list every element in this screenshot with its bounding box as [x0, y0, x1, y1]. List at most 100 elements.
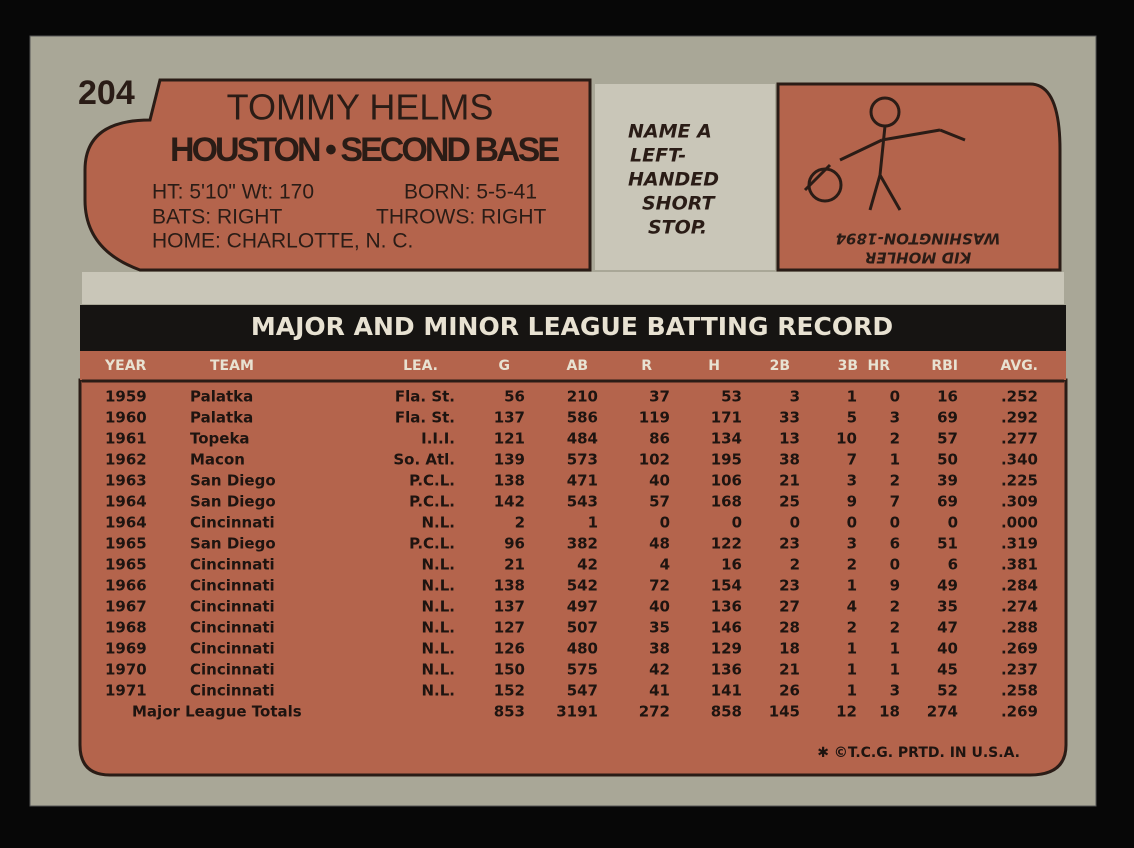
totals-cell: .269	[1001, 703, 1038, 721]
table-cell: 0	[890, 388, 900, 406]
table-cell: 6	[890, 535, 900, 553]
totals-cell: 272	[639, 703, 670, 721]
table-cell: 47	[937, 619, 958, 637]
cartoon-question-line: LEFT-	[630, 145, 686, 167]
table-panel	[78, 378, 1068, 777]
table-cell: Fla. St.	[395, 409, 455, 427]
table-cell: 72	[649, 577, 670, 595]
cartoon-question-line: STOP.	[648, 217, 707, 239]
table-cell: 37	[649, 388, 670, 406]
table-cell: 1965	[105, 556, 147, 574]
table-cell: .225	[1001, 472, 1038, 490]
table-cell: I.I.I.	[421, 430, 455, 448]
header-panel	[83, 78, 592, 272]
bio: HOME: CHARLOTTE, N. C.	[152, 230, 413, 253]
table-cell: 1967	[105, 598, 147, 616]
totals-cell: 18	[879, 703, 900, 721]
table-cell: 137	[494, 598, 525, 616]
table-cell: .000	[1001, 514, 1038, 532]
column-header: RBI	[931, 358, 958, 374]
table-cell: 129	[711, 640, 742, 658]
table-cell: 0	[660, 514, 670, 532]
table-cell: Cincinnati	[190, 661, 275, 679]
table-cell: 1	[890, 661, 900, 679]
table-cell: 497	[567, 598, 598, 616]
table-cell: 42	[649, 661, 670, 679]
table-cell: 13	[779, 430, 800, 448]
table-cell: Fla. St.	[395, 388, 455, 406]
table-cell: 1961	[105, 430, 147, 448]
table-cell: N.L.	[421, 556, 455, 574]
table-cell: 51	[937, 535, 958, 553]
table-cell: 134	[711, 430, 742, 448]
table-cell: 138	[494, 577, 525, 595]
table-cell: 0	[890, 514, 900, 532]
table-cell: Cincinnati	[190, 598, 275, 616]
table-cell: 0	[732, 514, 742, 532]
table-cell: 1970	[105, 661, 147, 679]
footer: ✱ ©T.C.G. PRTD. IN U.S.A.	[817, 745, 1020, 761]
table-cell: .309	[1001, 493, 1038, 511]
table-cell: N.L.	[421, 514, 455, 532]
cartoon-drawing	[803, 96, 966, 211]
table-cell: 23	[779, 577, 800, 595]
table-cell: Macon	[190, 451, 245, 469]
totals-label: Major League Totals	[132, 703, 302, 721]
table-cell: 3	[790, 388, 800, 406]
table-cell: 507	[567, 619, 598, 637]
table-cell: 21	[504, 556, 525, 574]
table-cell: 122	[711, 535, 742, 553]
column-header: AVG.	[1000, 358, 1038, 374]
table-cell: N.L.	[421, 640, 455, 658]
table-cell: 42	[577, 556, 598, 574]
table-cell: 40	[649, 472, 670, 490]
table-cell: 2	[890, 472, 900, 490]
table-cell: Cincinnati	[190, 577, 275, 595]
table-cell: N.L.	[421, 682, 455, 700]
table-cell: 41	[649, 682, 670, 700]
table-cell: 121	[494, 430, 525, 448]
table-cell: 1	[847, 661, 857, 679]
table-cell: 40	[649, 598, 670, 616]
column-header: LEA.	[403, 358, 438, 374]
batting-table: YEAR TEAM LEA. G AB R H 2B 3B HR RBI AVG.1959 Palatk…	[104, 358, 1038, 721]
table-cell: 21	[779, 472, 800, 490]
table-cell: N.L.	[421, 661, 455, 679]
totals-cell: 858	[711, 703, 742, 721]
table-cell: 1	[588, 514, 598, 532]
table-cell: 1971	[105, 682, 147, 700]
table-cell: 0	[790, 514, 800, 532]
table-cell: 142	[494, 493, 525, 511]
table-cell: 543	[567, 493, 598, 511]
table-cell: 35	[937, 598, 958, 616]
table-cell: .269	[1001, 640, 1038, 658]
table-cell: .319	[1001, 535, 1038, 553]
table-cell: 1	[890, 640, 900, 658]
table-cell: 35	[649, 619, 670, 637]
cartoon-answer: KID MOHLER WASHINGTON-1894	[836, 230, 1001, 267]
table-cell: 40	[937, 640, 958, 658]
table-title: MAJOR AND MINOR LEAGUE BATTING RECORD	[251, 312, 893, 341]
table-cell: 210	[567, 388, 598, 406]
table-cell: 6	[948, 556, 958, 574]
table-cell: 1965	[105, 535, 147, 553]
table-cell: Cincinnati	[190, 640, 275, 658]
table-cell: 1964	[105, 514, 147, 532]
bio: BORN: 5-5-41	[404, 181, 537, 204]
table-cell: 16	[937, 388, 958, 406]
table-cell: 52	[937, 682, 958, 700]
table-cell: 7	[847, 451, 857, 469]
table-cell: 150	[494, 661, 525, 679]
bio: HT: 5'10" Wt: 170	[152, 181, 314, 204]
table-cell: 27	[779, 598, 800, 616]
column-header: HR	[868, 358, 891, 374]
cartoon-answer-line: KID MOHLER	[865, 249, 971, 267]
table-cell: 28	[779, 619, 800, 637]
table-cell: 57	[937, 430, 958, 448]
table-cell: 1963	[105, 472, 147, 490]
column-header: R	[641, 358, 652, 374]
table-cell: 1959	[105, 388, 147, 406]
table-cell: 3	[847, 472, 857, 490]
